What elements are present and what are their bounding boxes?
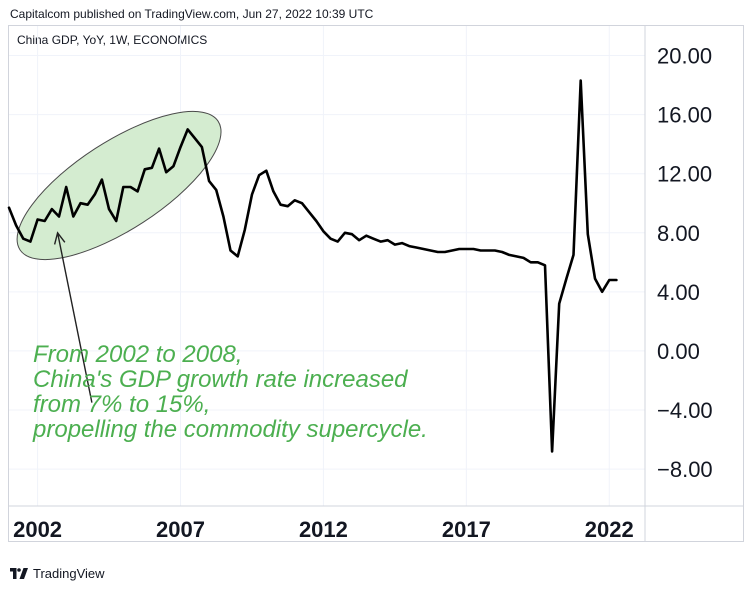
y-tick-label[interactable]: 16.00 bbox=[657, 103, 712, 128]
footer: TradingView bbox=[10, 566, 105, 581]
y-tick-label[interactable]: 0.00 bbox=[657, 339, 700, 364]
x-tick-label[interactable]: 2022 bbox=[585, 517, 634, 542]
annotation-text-line: From 2002 to 2008, bbox=[33, 341, 242, 368]
tradingview-brand[interactable]: TradingView bbox=[33, 566, 105, 581]
symbol-label[interactable]: China GDP, YoY, 1W, ECONOMICS bbox=[17, 33, 208, 47]
annotation-text-line: China's GDP growth rate increased bbox=[33, 366, 408, 393]
y-tick-label[interactable]: 12.00 bbox=[657, 162, 712, 187]
x-tick-label[interactable]: 2012 bbox=[299, 517, 348, 542]
y-tick-label[interactable]: 4.00 bbox=[657, 280, 700, 305]
series-line-0 bbox=[7, 79, 618, 453]
annotation-arrow-shaft bbox=[56, 232, 93, 403]
x-tick-label[interactable]: 2002 bbox=[13, 517, 62, 542]
highlight-ellipse bbox=[16, 110, 222, 261]
y-tick-label[interactable]: −8.00 bbox=[657, 457, 713, 482]
y-tick-label[interactable]: 8.00 bbox=[657, 221, 700, 246]
annotation-text-line: propelling the commodity supercycle. bbox=[32, 416, 428, 443]
annotation-text-line: from 7% to 15%, bbox=[33, 391, 210, 418]
x-tick-label[interactable]: 2017 bbox=[442, 517, 491, 542]
annotation-arrow-head bbox=[53, 231, 66, 245]
y-tick-label[interactable]: −4.00 bbox=[657, 398, 713, 423]
x-tick-label[interactable]: 2007 bbox=[156, 517, 205, 542]
published-info: Capitalcom published on TradingView.com,… bbox=[10, 7, 374, 21]
chart-frame bbox=[8, 25, 744, 542]
y-tick-label[interactable]: 20.00 bbox=[657, 44, 712, 69]
tradingview-logo-icon[interactable] bbox=[10, 568, 28, 579]
